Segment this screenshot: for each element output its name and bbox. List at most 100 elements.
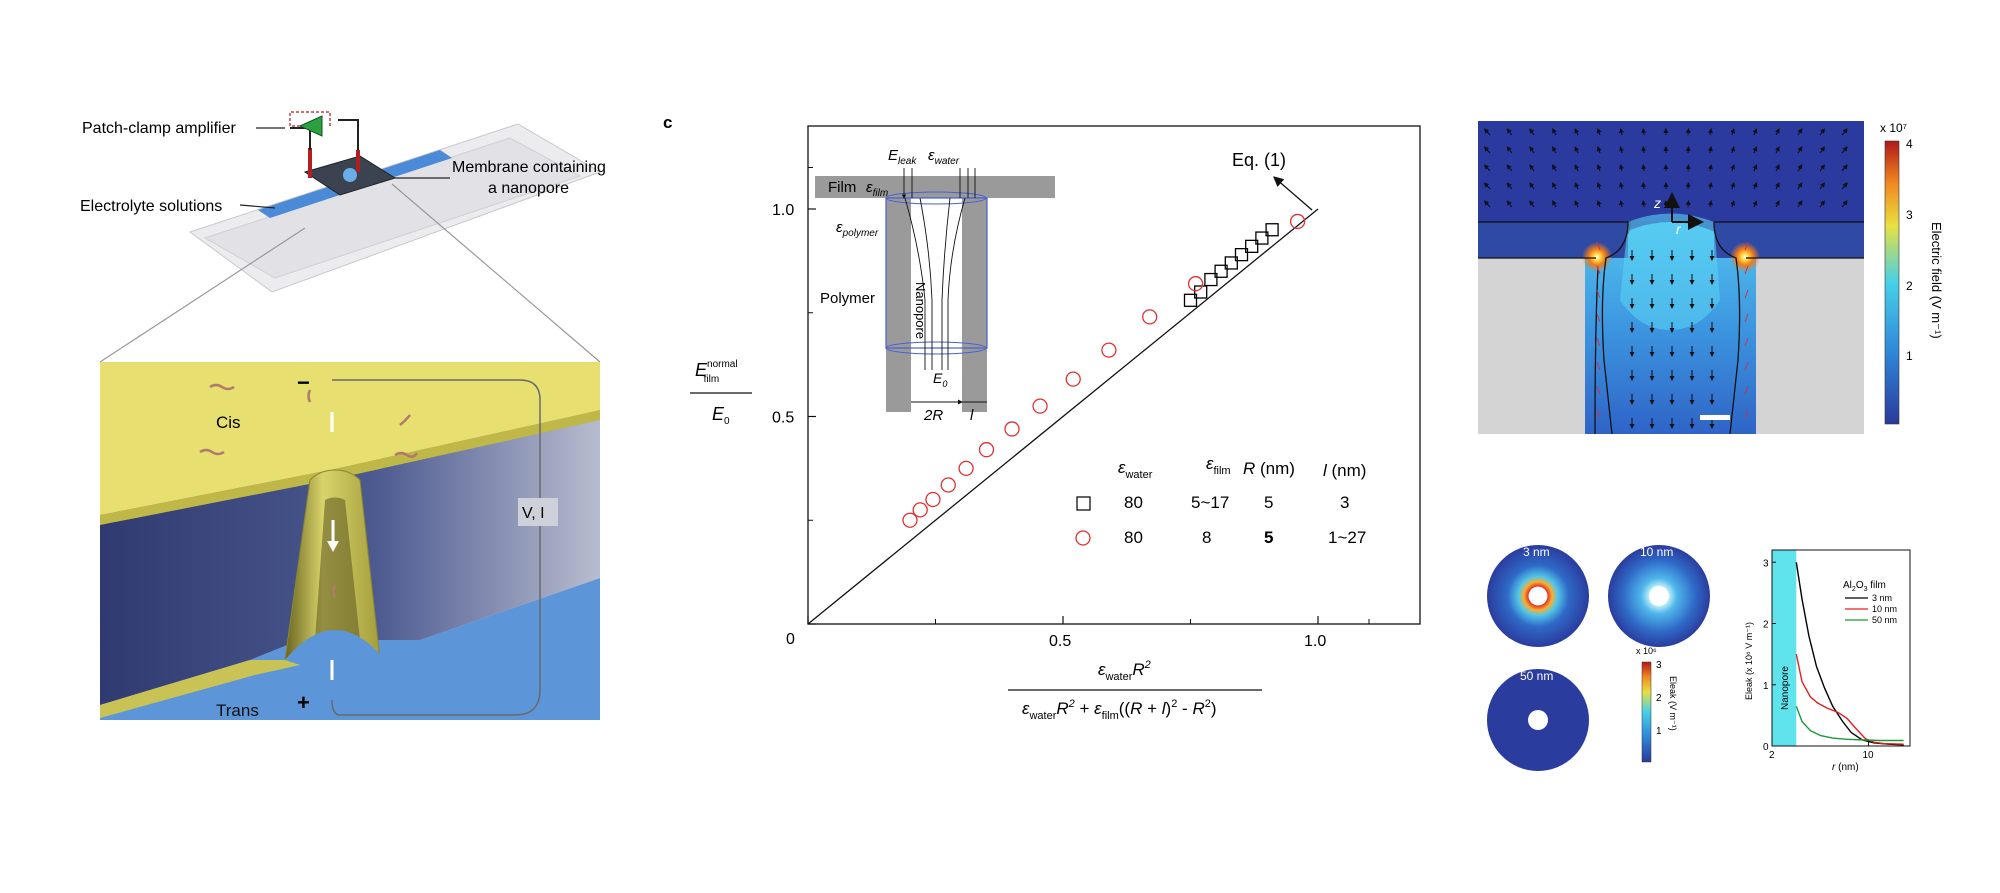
field-colorbar-tick-3: 3 — [1906, 208, 1913, 222]
film-bottom-edge — [100, 660, 300, 718]
field-arrow — [1619, 164, 1624, 172]
cis-label: Cis — [216, 413, 241, 432]
disk-3nm-label: 3 nm — [1523, 545, 1550, 559]
field-arrow — [1730, 200, 1736, 208]
vi-box — [518, 498, 558, 526]
field-arrow — [1506, 200, 1513, 208]
field-arrow — [1752, 164, 1758, 172]
inset-pore-bottom — [885, 341, 987, 355]
circle-marker — [1187, 276, 1204, 292]
legend-header-l: l (nm) — [1323, 461, 1366, 480]
circle-marker — [1289, 213, 1306, 230]
line-chart-frame — [1771, 549, 1911, 747]
field-arrow — [1574, 146, 1580, 154]
electrolyte-label: Electrolyte solutions — [80, 198, 222, 215]
square-marker — [1255, 231, 1269, 245]
field-arrow — [1506, 128, 1513, 136]
translocation-arrowhead — [327, 541, 339, 552]
field-arrow — [1752, 200, 1758, 208]
field-arrow — [1819, 200, 1826, 208]
field-arrow-red — [1596, 289, 1601, 299]
disk-3nm — [1487, 545, 1589, 647]
x-axis-label: εwaterR2 εwaterR2 + εfilm((R + l)2 - R2) — [1008, 659, 1262, 722]
field-arrow — [1707, 200, 1713, 208]
field-arrow — [1506, 164, 1513, 172]
field-arrow-red — [1596, 241, 1601, 251]
line-chart-x-tick-label: 2 — [1769, 750, 1775, 761]
legend-circle-marker — [1075, 530, 1091, 546]
circle-marker — [902, 512, 918, 528]
vi-label: V, I — [522, 505, 545, 522]
field-arrow — [1730, 128, 1736, 136]
tick-labels: 0 0.5 0.5 1.0 1.0 — [772, 202, 1326, 650]
electrode-left — [308, 148, 312, 178]
amplifier-icon — [298, 115, 323, 137]
field-arrow — [1730, 146, 1736, 154]
line-chart-ylabel: Eleak (x 10⁶ V m⁻¹) — [1744, 622, 1754, 700]
legend-r2-ewater: 80 — [1124, 528, 1143, 547]
field-arrow — [1483, 200, 1491, 208]
x-label-numerator: εwaterR2 — [1098, 659, 1151, 683]
field-arrow — [1574, 128, 1580, 136]
field-arrow — [1841, 128, 1848, 136]
legend-header-eps-film: εfilm — [1206, 454, 1231, 477]
field-substrate — [1478, 258, 1585, 434]
field-arrow — [1506, 182, 1513, 190]
field-arrow — [1685, 164, 1691, 172]
data-markers — [902, 213, 1306, 528]
field-arrow — [1841, 146, 1848, 154]
field-arrow — [1841, 182, 1848, 190]
square-marker — [1245, 239, 1259, 254]
field-arrow — [1752, 128, 1758, 136]
field-arrow — [1483, 182, 1491, 190]
field-arrow — [1707, 146, 1713, 154]
disk-colorbar-label: Eleak (V m⁻¹) — [1668, 676, 1678, 731]
field-colorbar-label: Electric field (V m⁻¹) — [1929, 222, 1944, 339]
field-arrow-red — [1596, 361, 1601, 371]
field-arrow-red — [1596, 313, 1601, 323]
inset-eleak: Eleak — [888, 147, 917, 167]
inset-e0: E0 — [933, 370, 947, 389]
square-marker — [1183, 293, 1198, 307]
membrane-label-line1: Membrane containing — [452, 159, 606, 176]
line-chart-y-tick-label: 1 — [1763, 681, 1769, 692]
field-arrow — [1641, 200, 1647, 208]
legend-r1-r: 5 — [1264, 493, 1273, 512]
field-arrow — [1685, 146, 1691, 154]
field-map: z r — [1478, 121, 1864, 435]
field-arrow-red — [1596, 409, 1601, 419]
line-legend-title: Al2O3 film — [1843, 580, 1886, 593]
circuit-wire — [331, 379, 541, 716]
leak-line-chart: Nanopore 0 1 2 3 2 10 r (nm) Eleak (x 10⁶ V m… — [1744, 549, 1911, 773]
field-colorbar-tick-4: 4 — [1906, 137, 1913, 151]
field-arrow — [1574, 182, 1580, 190]
axis-ticks — [807, 167, 1370, 625]
field-arrow — [1797, 146, 1803, 154]
inset-pore-outline — [885, 197, 988, 349]
circle-marker — [925, 491, 941, 508]
field-vector-arrows — [1483, 128, 1848, 429]
pore-inner-shadow — [315, 497, 360, 640]
field-colorbar-tick-2: 2 — [1906, 279, 1913, 293]
nanopore-cross-section: V, I Cis Trans − + — [100, 362, 600, 720]
line-chart-y-tick-label: 0 — [1763, 742, 1769, 753]
zoom-line-left — [99, 227, 306, 363]
field-arrow — [1775, 146, 1780, 154]
eq1-arrow — [1273, 176, 1313, 211]
line-chart-ticks: 0 1 2 3 2 10 — [1763, 558, 1874, 761]
field-colorbar: x 10⁷ 4 3 2 1 Electric field (V m⁻¹) — [1880, 121, 1944, 425]
inset-field-lines — [901, 168, 976, 370]
inset-film-label: Film — [828, 179, 856, 196]
field-arrow — [1707, 164, 1713, 172]
legend-r2-efilm: 8 — [1202, 528, 1211, 547]
field-arrow — [1752, 182, 1758, 190]
field-channel-bright — [1620, 213, 1720, 330]
disk-colorbar-tick-2: 2 — [1656, 693, 1662, 704]
legend-square-marker — [1076, 496, 1091, 511]
field-arrow — [1483, 146, 1491, 154]
disk-10nm-label: 10 nm — [1640, 545, 1673, 559]
cis-film-surface — [100, 362, 600, 515]
field-arrow — [1797, 164, 1803, 172]
field-arrow — [1529, 128, 1535, 136]
